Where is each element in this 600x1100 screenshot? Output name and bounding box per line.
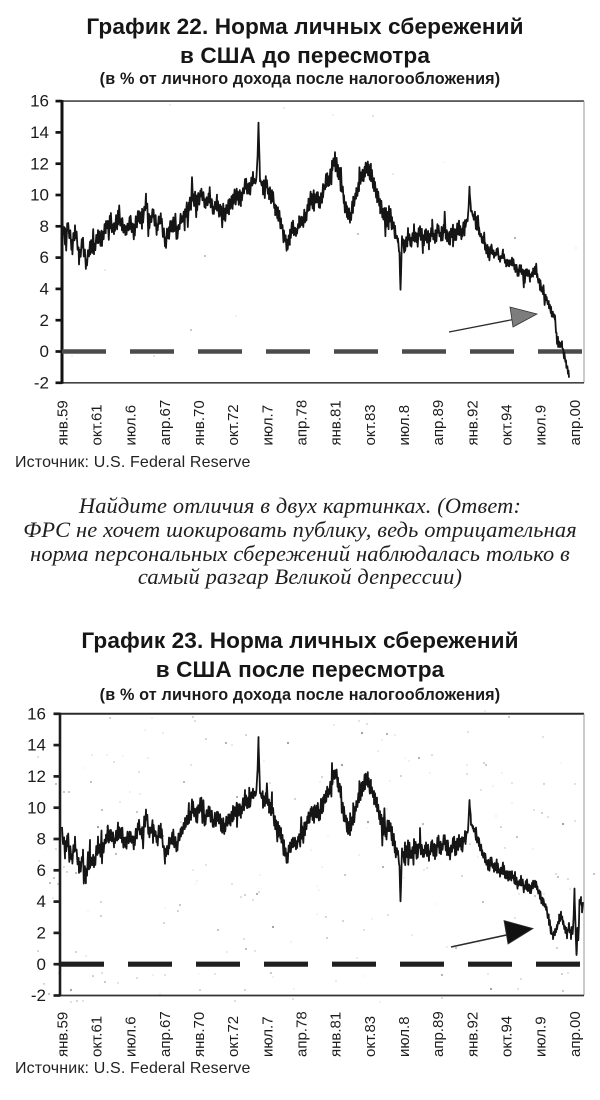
svg-text:апр.78: апр.78 — [294, 400, 311, 446]
svg-text:июл.6: июл.6 — [123, 1016, 140, 1057]
svg-text:16: 16 — [27, 705, 46, 723]
svg-text:июл.9: июл.9 — [533, 405, 550, 446]
svg-text:8: 8 — [37, 830, 46, 849]
svg-text:окт.72: окт.72 — [225, 404, 242, 445]
svg-text:-2: -2 — [34, 373, 49, 392]
svg-text:-2: -2 — [31, 986, 46, 1005]
svg-text:апр.67: апр.67 — [157, 1011, 174, 1057]
svg-text:янв.59: янв.59 — [54, 400, 71, 445]
svg-text:июл.7: июл.7 — [259, 405, 276, 446]
svg-text:апр.89: апр.89 — [430, 400, 447, 446]
svg-text:12: 12 — [27, 767, 46, 786]
svg-text:2: 2 — [40, 311, 49, 330]
svg-text:июл.7: июл.7 — [259, 1016, 276, 1057]
svg-text:0: 0 — [37, 955, 46, 974]
svg-text:янв.70: янв.70 — [191, 400, 208, 445]
svg-text:14: 14 — [30, 123, 49, 142]
svg-text:6: 6 — [37, 861, 46, 880]
svg-text:окт.94: окт.94 — [499, 1016, 516, 1057]
svg-text:янв.81: янв.81 — [328, 400, 345, 445]
svg-text:окт.94: окт.94 — [499, 404, 516, 445]
svg-text:окт.83: окт.83 — [362, 1016, 379, 1057]
svg-text:2: 2 — [37, 924, 46, 943]
svg-text:14: 14 — [27, 736, 46, 755]
svg-text:окт.83: окт.83 — [362, 404, 379, 445]
svg-text:янв.59: янв.59 — [54, 1012, 71, 1057]
svg-text:янв.81: янв.81 — [328, 1012, 345, 1057]
svg-text:апр.00: апр.00 — [567, 1011, 584, 1057]
svg-text:апр.89: апр.89 — [430, 1011, 447, 1057]
svg-text:июл.9: июл.9 — [533, 1016, 550, 1057]
svg-text:4: 4 — [37, 892, 46, 911]
svg-text:янв.92: янв.92 — [464, 400, 481, 445]
svg-text:июл.6: июл.6 — [123, 405, 140, 446]
svg-text:10: 10 — [27, 798, 46, 817]
svg-text:окт.61: окт.61 — [89, 1016, 106, 1057]
svg-text:апр.67: апр.67 — [157, 400, 174, 446]
svg-text:8: 8 — [40, 217, 49, 236]
svg-text:янв.92: янв.92 — [464, 1012, 481, 1057]
svg-text:10: 10 — [30, 186, 49, 205]
svg-text:12: 12 — [30, 154, 49, 173]
svg-text:июл.8: июл.8 — [396, 405, 413, 446]
svg-text:окт.61: окт.61 — [89, 404, 106, 445]
svg-text:16: 16 — [30, 92, 49, 111]
svg-text:4: 4 — [40, 280, 49, 299]
svg-text:июл.8: июл.8 — [396, 1016, 413, 1057]
svg-text:апр.00: апр.00 — [567, 400, 584, 446]
svg-text:окт.72: окт.72 — [225, 1016, 242, 1057]
svg-text:6: 6 — [40, 248, 49, 267]
svg-text:апр.78: апр.78 — [294, 1011, 311, 1057]
svg-text:0: 0 — [40, 342, 49, 361]
svg-text:янв.70: янв.70 — [191, 1012, 208, 1057]
